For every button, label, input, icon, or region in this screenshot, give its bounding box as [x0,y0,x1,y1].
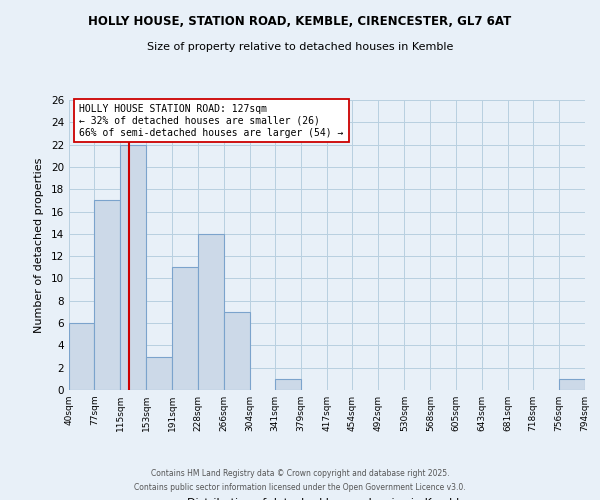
X-axis label: Distribution of detached houses by size in Kemble: Distribution of detached houses by size … [187,498,467,500]
Bar [559,379,585,390]
Bar [224,312,250,390]
Bar [69,323,94,390]
Text: Contains public sector information licensed under the Open Government Licence v3: Contains public sector information licen… [134,484,466,492]
Bar [146,356,172,390]
Bar [172,268,197,390]
Bar [121,144,146,390]
Y-axis label: Number of detached properties: Number of detached properties [34,158,44,332]
Bar [94,200,121,390]
Text: Contains HM Land Registry data © Crown copyright and database right 2025.: Contains HM Land Registry data © Crown c… [151,468,449,477]
Bar [275,379,301,390]
Text: Size of property relative to detached houses in Kemble: Size of property relative to detached ho… [147,42,453,52]
Bar [197,234,224,390]
Text: HOLLY HOUSE, STATION ROAD, KEMBLE, CIRENCESTER, GL7 6AT: HOLLY HOUSE, STATION ROAD, KEMBLE, CIREN… [88,15,512,28]
Text: HOLLY HOUSE STATION ROAD: 127sqm
← 32% of detached houses are smaller (26)
66% o: HOLLY HOUSE STATION ROAD: 127sqm ← 32% o… [79,104,344,138]
